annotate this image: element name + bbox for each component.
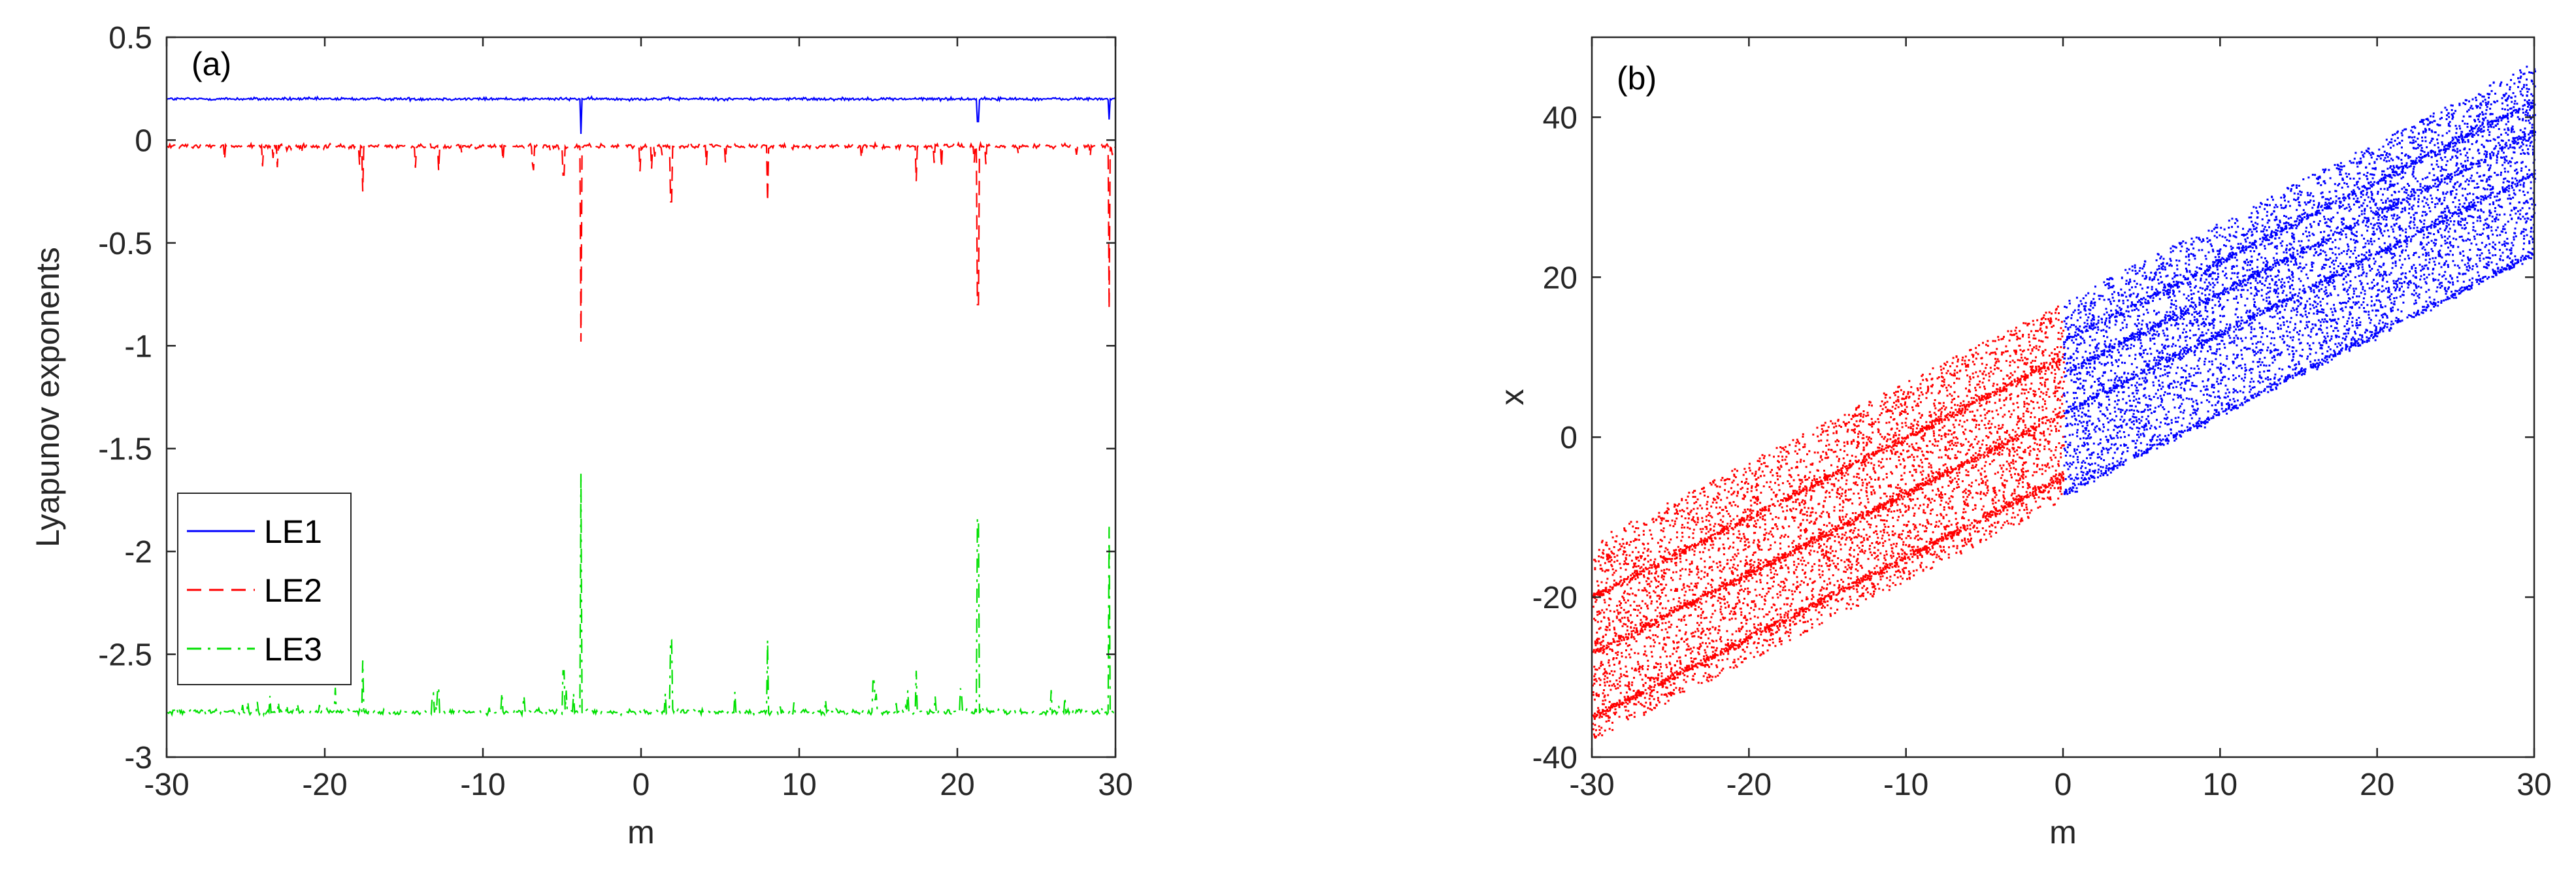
y-tick-label: 0.5	[108, 21, 152, 56]
panel-b-data-layer	[1592, 65, 2536, 739]
panel-a-x-axis-label: m	[627, 814, 655, 851]
x-tick-label: -30	[1569, 768, 1614, 802]
legend-label-le2: LE2	[264, 572, 322, 609]
x-tick-label: 0	[2055, 768, 2072, 802]
legend-label-le3: LE3	[264, 631, 322, 668]
series-line-le2	[166, 140, 1116, 342]
legend-box	[177, 493, 352, 685]
y-tick-label: -2.5	[98, 638, 152, 673]
panel-b-ticks: -30 -20 -10 0 10 20 30 40 20 0 -20 -40	[1532, 37, 2552, 802]
y-tick-label: -2	[124, 535, 152, 570]
panel-a-data-layer	[166, 95, 1116, 718]
x-tick-label: 30	[1098, 768, 1132, 802]
panel-b-x-axis-label: m	[2049, 814, 2077, 851]
x-tick-label: 10	[2203, 768, 2237, 802]
panel-a-ticks: -30 -20 -10 0 10 20 30 0.5 0 -0.5 -1 -1.5 -2 -2.5 -3	[98, 21, 1132, 802]
x-tick-label: 20	[940, 768, 974, 802]
y-tick-label: -20	[1532, 581, 1577, 615]
series-line-le1	[166, 95, 1116, 135]
x-tick-label: -10	[1883, 768, 1928, 802]
y-tick-label: -40	[1532, 741, 1577, 775]
x-tick-label: 0	[633, 768, 650, 802]
panel-a-y-axis-label: Lyapunov exponents	[29, 247, 66, 547]
x-tick-label: 30	[2517, 768, 2551, 802]
x-tick-label: -20	[1726, 768, 1772, 802]
y-tick-label: 20	[1543, 261, 1577, 295]
panel-b-y-axis-label: x	[1494, 389, 1530, 406]
x-tick-label: 20	[2360, 768, 2394, 802]
panel-a-tag: (a)	[191, 46, 231, 82]
x-tick-label: -20	[302, 768, 347, 802]
x-tick-label: 10	[782, 768, 816, 802]
y-tick-label: -0.5	[98, 227, 152, 261]
y-tick-label: -1.5	[98, 432, 152, 467]
x-tick-label: -10	[460, 768, 505, 802]
y-tick-label: 40	[1543, 101, 1577, 135]
y-tick-label: -1	[124, 329, 152, 364]
y-tick-label: -3	[124, 741, 152, 775]
y-tick-label: 0	[1560, 421, 1577, 455]
panel-a-legend: LE1 LE2 LE3	[177, 493, 352, 685]
x-tick-label: -30	[144, 768, 189, 802]
scatter-points-red	[1592, 305, 2065, 739]
legend-label-le1: LE1	[264, 513, 322, 550]
panel-b-bifurcation-scatter: -30 -20 -10 0 10 20 30 40 20 0 -20 -40 (b) m x	[1494, 36, 2552, 851]
y-tick-label: 0	[135, 123, 152, 158]
panel-b-tag: (b)	[1617, 60, 1657, 97]
scatter-points-blue	[2063, 65, 2536, 495]
